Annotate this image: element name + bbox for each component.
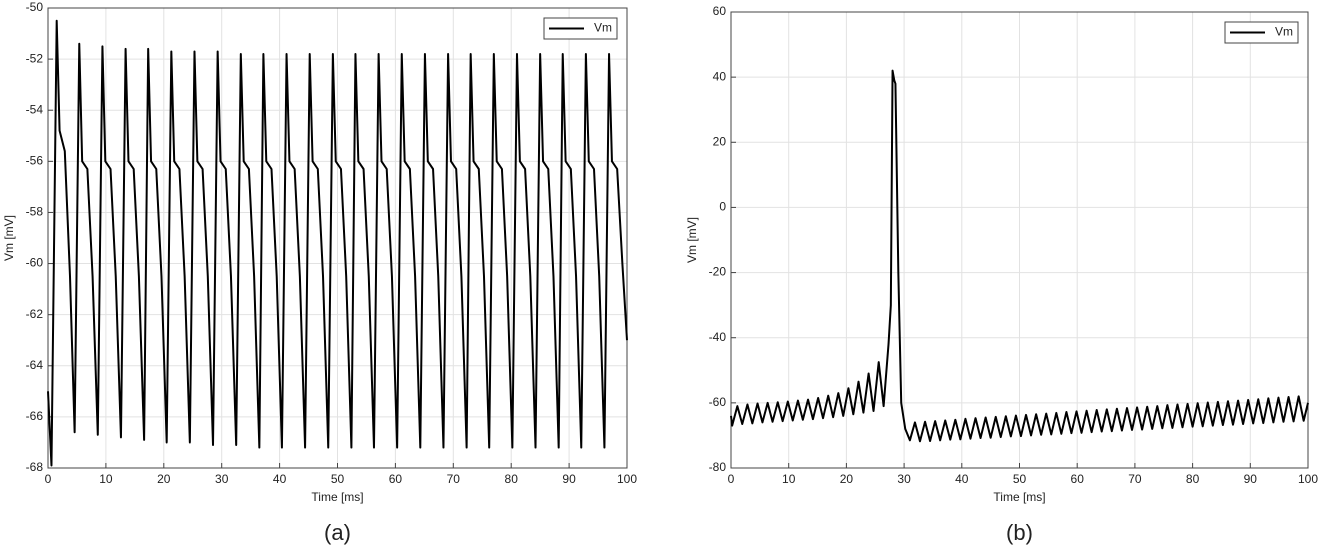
y-tick-label: -68 [26,460,44,474]
y-axis-label: Vm [mV] [2,215,16,261]
data-line [730,69,1309,443]
x-tick-label: 90 [562,472,576,486]
x-tick-label: 80 [1186,472,1200,486]
x-tick-label: 60 [389,472,403,486]
y-tick-label: -58 [26,205,44,219]
caption: (a) [324,520,351,545]
x-tick-label: 10 [782,472,796,486]
legend-label: Vm [594,21,612,35]
y-tick-label: -60 [709,395,727,409]
y-tick-label: 60 [713,4,727,18]
y-tick-label: -56 [26,154,44,168]
y-tick-label: -54 [26,102,44,116]
x-tick-label: 60 [1071,472,1085,486]
plot-frame [730,11,1309,469]
y-tick-label: -40 [709,330,727,344]
y-tick-label: 40 [713,69,727,83]
y-tick-label: -62 [26,307,44,321]
y-tick-label: -66 [26,409,44,423]
x-axis-label: Time [ms] [311,490,363,504]
plot-frame [47,7,628,469]
x-tick-label: 30 [215,472,229,486]
plot: 0 10 20 30 40 50 60 70 80 90 100 -68 -66 -64 -62 -60 -58… [2,0,637,545]
plot: 0 10 20 30 40 50 60 70 80 90 100 -80 -60 -40 -20 0 20 40 6… [685,4,1318,545]
x-tick-label: 20 [840,472,854,486]
y-tick-label: 0 [719,200,726,214]
x-tick-label: 50 [331,472,345,486]
x-tick-label: 70 [447,472,461,486]
y-tick-label: -80 [709,460,727,474]
x-tick-label: 40 [955,472,969,486]
x-axis-label: Time [ms] [993,490,1045,504]
y-tick-label: -52 [26,51,44,65]
y-axis-label: Vm [mV] [685,217,699,263]
y-tick-label: -60 [26,256,44,270]
y-tick-label: -20 [709,265,727,279]
legend-label: Vm [1275,25,1293,39]
x-tick-label: 20 [157,472,171,486]
x-tick-label: 0 [45,472,52,486]
x-tick-label: 10 [99,472,113,486]
x-tick-label: 50 [1013,472,1027,486]
x-tick-label: 30 [897,472,911,486]
x-tick-label: 100 [617,472,637,486]
y-tick-label: -50 [26,0,44,14]
data-line [47,19,628,467]
x-tick-label: 70 [1128,472,1142,486]
y-tick-label: -64 [26,358,44,372]
x-tick-label: 0 [728,472,735,486]
caption: (b) [1006,520,1033,545]
y-tick-label: 20 [713,134,727,148]
x-tick-label: 90 [1244,472,1258,486]
x-tick-label: 100 [1298,472,1318,486]
x-tick-label: 80 [505,472,519,486]
x-tick-label: 40 [273,472,287,486]
